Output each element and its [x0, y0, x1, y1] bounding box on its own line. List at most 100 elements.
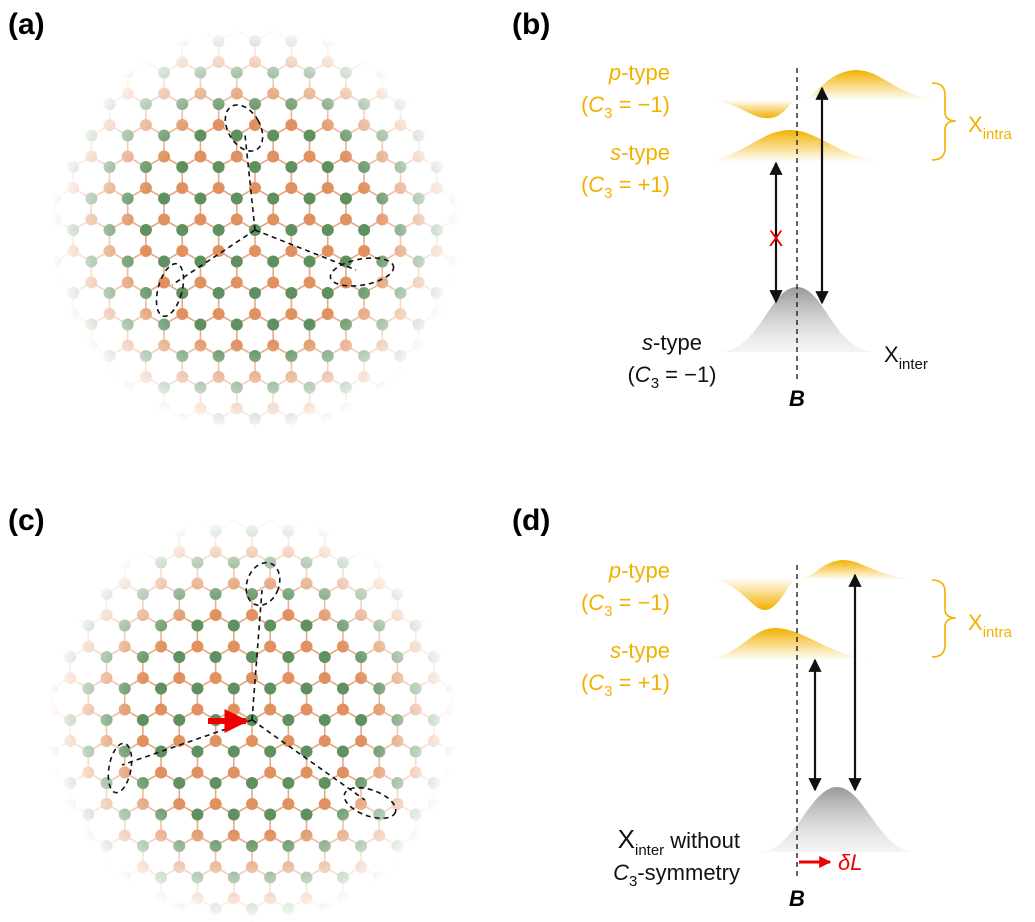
- atom: [231, 88, 243, 100]
- atom: [410, 809, 422, 821]
- atom: [228, 578, 240, 590]
- atom: [231, 130, 243, 142]
- atom: [304, 88, 316, 100]
- atom: [173, 525, 185, 537]
- atom: [67, 161, 79, 173]
- atom: [358, 245, 370, 257]
- atom: [82, 830, 94, 842]
- atom: [340, 277, 352, 289]
- atom: [191, 704, 203, 716]
- atom: [64, 735, 76, 747]
- atom: [282, 546, 294, 558]
- atom: [246, 546, 258, 558]
- atom: [137, 714, 149, 726]
- atom: [231, 277, 243, 289]
- atom: [282, 525, 294, 537]
- atom: [376, 193, 388, 205]
- atom: [249, 350, 261, 362]
- atom: [322, 371, 334, 383]
- atom: [428, 672, 440, 684]
- atom: [140, 119, 152, 131]
- field-label: B: [789, 886, 805, 911]
- atom: [304, 193, 316, 205]
- atom: [228, 893, 240, 905]
- atom: [228, 683, 240, 695]
- atom: [176, 371, 188, 383]
- atom: [282, 861, 294, 873]
- atom: [64, 651, 76, 663]
- atom: [304, 256, 316, 268]
- atom: [267, 130, 279, 142]
- atom: [194, 277, 206, 289]
- atom: [340, 319, 352, 331]
- atom: [358, 350, 370, 362]
- atom: [446, 704, 458, 716]
- atom: [428, 651, 440, 663]
- atom: [285, 350, 297, 362]
- atom: [194, 340, 206, 352]
- atom: [122, 403, 134, 415]
- atom: [340, 151, 352, 163]
- atom: [228, 704, 240, 716]
- atom: [322, 245, 334, 257]
- atom: [340, 67, 352, 79]
- atom: [119, 893, 131, 905]
- atom: [213, 287, 225, 299]
- atom: [122, 256, 134, 268]
- atom: [431, 245, 443, 257]
- atom: [391, 777, 403, 789]
- atom: [337, 557, 349, 569]
- atom: [82, 683, 94, 695]
- atom: [194, 382, 206, 394]
- atom: [322, 35, 334, 47]
- atom: [82, 704, 94, 716]
- atom: [104, 182, 116, 194]
- symmetry-label: (C3 = −1): [581, 590, 670, 620]
- atom: [231, 319, 243, 331]
- atom: [376, 277, 388, 289]
- atom: [122, 151, 134, 163]
- atom: [194, 88, 206, 100]
- atom: [376, 256, 388, 268]
- atom: [319, 672, 331, 684]
- atom: [140, 161, 152, 173]
- atom: [158, 403, 170, 415]
- atom: [322, 224, 334, 236]
- atom: [104, 224, 116, 236]
- atom: [213, 371, 225, 383]
- atom: [137, 672, 149, 684]
- atom: [376, 88, 388, 100]
- atom: [394, 98, 406, 110]
- atom: [340, 130, 352, 142]
- atom: [282, 735, 294, 747]
- lattice: [34, 521, 470, 922]
- atom: [264, 830, 276, 842]
- atom: [355, 672, 367, 684]
- atoms: [46, 525, 458, 922]
- atom: [373, 557, 385, 569]
- atom: [246, 525, 258, 537]
- atom: [355, 798, 367, 810]
- atom: [176, 413, 188, 425]
- atom: [191, 893, 203, 905]
- atom: [191, 746, 203, 758]
- atom: [373, 683, 385, 695]
- atom: [264, 683, 276, 695]
- atom: [301, 704, 313, 716]
- atom: [264, 767, 276, 779]
- atom: [155, 641, 167, 653]
- atom: [137, 777, 149, 789]
- atom: [231, 256, 243, 268]
- atom: [340, 88, 352, 100]
- atom: [282, 840, 294, 852]
- atom: [391, 714, 403, 726]
- atom: [391, 861, 403, 873]
- atom: [319, 840, 331, 852]
- atom: [267, 214, 279, 226]
- atom: [85, 277, 97, 289]
- atom: [391, 588, 403, 600]
- atom: [358, 182, 370, 194]
- atom: [173, 861, 185, 873]
- atom: [301, 767, 313, 779]
- atom: [249, 308, 261, 320]
